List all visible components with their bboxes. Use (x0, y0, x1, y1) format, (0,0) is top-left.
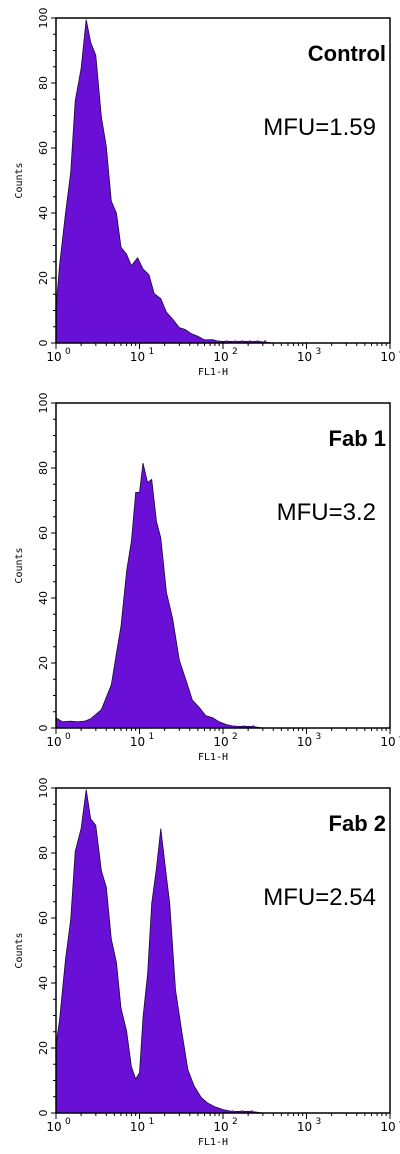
x-tick-base: 10 (297, 735, 312, 749)
x-tick-exponent: 0 (65, 347, 71, 357)
y-tick-label: 20 (37, 656, 50, 670)
x-tick-exponent: 2 (232, 732, 238, 742)
histogram-area (55, 463, 263, 729)
y-tick-label: 0 (37, 1110, 50, 1117)
x-tick-base: 10 (380, 1120, 395, 1134)
x-tick-base: 10 (380, 735, 395, 749)
event-dot (221, 1110, 225, 1113)
event-dot (252, 725, 255, 728)
panel-title: Fab 2 (329, 811, 386, 836)
event-dot (248, 340, 252, 343)
mfu-annotation: MFU=2.54 (263, 884, 376, 911)
y-tick-label: 80 (37, 76, 50, 90)
x-tick-base: 10 (130, 735, 145, 749)
x-axis-title: FL1-H (198, 752, 228, 763)
y-tick-label: 80 (37, 461, 50, 475)
y-tick-label: 20 (37, 1041, 50, 1055)
y-tick-label: 0 (37, 340, 50, 347)
event-dot (234, 340, 237, 343)
y-tick-label: 60 (37, 526, 50, 540)
panel-title: Control (308, 41, 386, 66)
x-tick-base: 10 (130, 1120, 145, 1134)
event-dot (231, 1110, 234, 1113)
y-axis-title: Counts (14, 162, 25, 198)
histogram-panel-1: 020406080100100101102103104FL1-HCountsCo… (14, 8, 400, 379)
x-tick-label: 10 1 (130, 347, 154, 364)
x-tick-exponent: 3 (316, 347, 322, 357)
x-tick-base: 10 (213, 735, 228, 749)
x-tick-base: 10 (213, 1120, 228, 1134)
y-tick-label: 100 (37, 393, 50, 414)
y-tick-label: 80 (37, 846, 50, 860)
x-tick-label: 104 (380, 347, 400, 364)
histogram-panel-3: 020406080100100101102103104FL1-HCountsFa… (14, 778, 400, 1149)
x-tick-label: 104 (380, 1117, 400, 1134)
event-dot (250, 1110, 253, 1113)
y-tick-label: 40 (37, 206, 50, 220)
x-tick-label: 10 0 (46, 732, 71, 749)
x-tick-base: 10 (46, 735, 61, 749)
event-dot (225, 725, 228, 728)
x-tick-label: 10 3 (297, 732, 321, 749)
event-dot (218, 340, 221, 343)
x-tick-exponent: 1 (149, 1117, 155, 1127)
x-tick-label: 10 2 (213, 1117, 237, 1134)
y-tick-label: 60 (37, 911, 50, 925)
x-tick-exponent: 2 (232, 347, 238, 357)
x-tick-exponent: 0 (65, 1117, 71, 1127)
x-tick-exponent: 2 (232, 1117, 238, 1127)
x-tick-exponent: 0 (65, 732, 71, 742)
x-tick-label: 10 1 (130, 1117, 154, 1134)
event-dot (241, 1110, 244, 1113)
event-dot (256, 340, 259, 343)
y-axis-title: Counts (14, 547, 25, 583)
x-axis-title: FL1-H (198, 1137, 228, 1148)
histogram-panel-2: 020406080100100101102103104FL1-HCountsFa… (14, 393, 400, 764)
x-tick-label: 104 (380, 732, 400, 749)
y-axis-title: Counts (14, 932, 25, 968)
event-dot (225, 340, 228, 343)
event-dot (241, 340, 244, 343)
x-tick-base: 10 (380, 350, 395, 364)
x-tick-exponent: 1 (149, 347, 155, 357)
x-tick-label: 10 0 (46, 347, 71, 364)
mfu-annotation: MFU=1.59 (263, 114, 376, 141)
y-tick-label: 40 (37, 976, 50, 990)
x-tick-label: 10 3 (297, 1117, 321, 1134)
y-tick-label: 40 (37, 591, 50, 605)
x-tick-base: 10 (46, 1120, 61, 1134)
event-dot (243, 725, 246, 728)
x-tick-base: 10 (297, 1120, 312, 1134)
y-tick-label: 60 (37, 141, 50, 155)
x-tick-exponent: 3 (316, 732, 322, 742)
x-tick-base: 10 (297, 350, 312, 364)
x-tick-base: 10 (130, 350, 145, 364)
event-dot (211, 340, 214, 343)
x-tick-exponent: 3 (316, 1117, 322, 1127)
y-tick-label: 0 (37, 725, 50, 732)
event-dot (203, 340, 206, 343)
x-axis-title: FL1-H (198, 367, 228, 378)
y-tick-label: 20 (37, 271, 50, 285)
x-tick-label: 10 0 (46, 1117, 71, 1134)
x-tick-label: 10 3 (297, 347, 321, 364)
x-tick-label: 10 2 (213, 732, 237, 749)
x-tick-label: 10 1 (130, 732, 154, 749)
plot-frame (55, 402, 391, 729)
panel-title: Fab 1 (329, 426, 386, 451)
x-tick-exponent: 1 (149, 732, 155, 742)
x-tick-label: 10 2 (213, 347, 237, 364)
x-tick-base: 10 (213, 350, 228, 364)
histogram-area (55, 789, 263, 1114)
event-dot (234, 725, 237, 728)
histogram-area (55, 19, 274, 344)
y-tick-label: 100 (37, 8, 50, 29)
x-tick-base: 10 (46, 350, 61, 364)
y-tick-label: 100 (37, 778, 50, 799)
event-dot (264, 340, 267, 343)
mfu-annotation: MFU=3.2 (277, 499, 376, 526)
